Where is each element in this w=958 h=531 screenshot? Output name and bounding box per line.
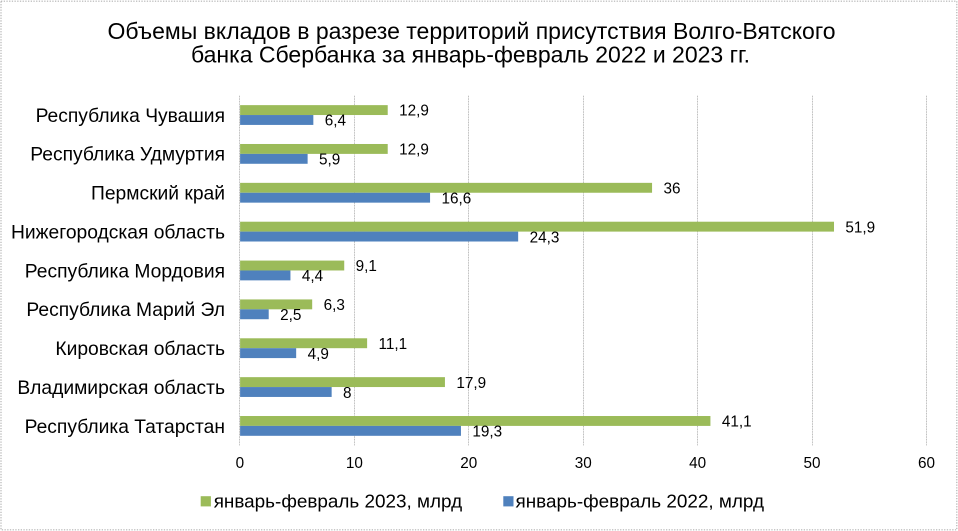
svg-text:10: 10: [346, 455, 363, 472]
svg-text:19,3: 19,3: [472, 424, 502, 441]
svg-text:6,3: 6,3: [324, 297, 345, 314]
svg-text:Нижегородская область: Нижегородская область: [11, 222, 225, 243]
svg-text:36: 36: [663, 180, 680, 197]
svg-text:8: 8: [343, 385, 352, 402]
svg-text:январь-февраль 2023, млрд: январь-февраль 2023, млрд: [214, 492, 462, 513]
svg-text:24,3: 24,3: [530, 229, 560, 246]
svg-text:40: 40: [689, 455, 706, 472]
svg-text:6,4: 6,4: [325, 113, 347, 130]
svg-text:Пермский край: Пермский край: [91, 184, 225, 205]
svg-text:60: 60: [918, 455, 935, 472]
svg-text:11,1: 11,1: [379, 336, 408, 353]
svg-text:50: 50: [804, 455, 821, 472]
svg-text:банка Сбербанка за январь-февр: банка Сбербанка за январь-февраль 2022 и…: [191, 41, 750, 67]
svg-text:5,9: 5,9: [319, 152, 340, 169]
svg-text:Объемы вкладов в разрезе терри: Объемы вкладов в разрезе территорий прис…: [107, 18, 835, 44]
svg-text:41,1: 41,1: [722, 414, 752, 431]
svg-text:51,9: 51,9: [845, 219, 875, 236]
svg-text:17,9: 17,9: [456, 375, 486, 392]
svg-text:30: 30: [575, 455, 592, 472]
svg-text:январь-февраль 2022, млрд: январь-февраль 2022, млрд: [516, 492, 764, 513]
svg-text:16,6: 16,6: [441, 190, 471, 207]
svg-text:Республика Удмуртия: Республика Удмуртия: [30, 145, 225, 166]
svg-text:4,9: 4,9: [308, 346, 329, 363]
svg-text:4,4: 4,4: [302, 268, 324, 285]
svg-text:20: 20: [460, 455, 477, 472]
svg-text:Республика Мордовия: Республика Мордовия: [25, 261, 225, 282]
svg-text:Республика Чувашия: Республика Чувашия: [36, 106, 225, 127]
svg-text:Республика Марий Эл: Республика Марий Эл: [26, 300, 225, 321]
svg-text:Кировская область: Кировская область: [55, 339, 225, 360]
svg-text:0: 0: [236, 455, 245, 472]
svg-text:12,9: 12,9: [399, 103, 429, 120]
svg-text:2,5: 2,5: [280, 307, 301, 324]
svg-text:Владимирская область: Владимирская область: [17, 378, 225, 399]
svg-text:9,1: 9,1: [356, 258, 377, 275]
svg-text:Республика Татарстан: Республика Татарстан: [25, 417, 225, 438]
svg-text:12,9: 12,9: [399, 142, 429, 159]
